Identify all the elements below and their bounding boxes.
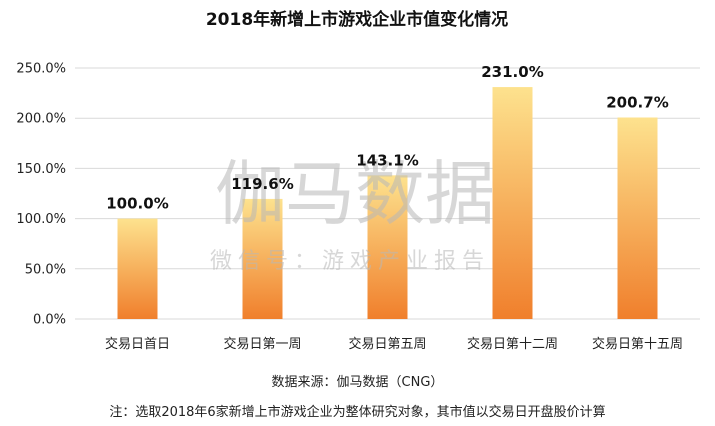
x-category-label: 交易日第五周 — [348, 336, 426, 352]
x-axis-categories: 交易日首日 交易日第一周 交易日第五周 交易日第十二周 交易日第十五周 — [105, 336, 683, 352]
bar — [367, 175, 408, 319]
y-tick-label: 150.0% — [16, 162, 66, 177]
watermark: 伽马数据 微信号：游戏产业报告 — [210, 153, 495, 274]
data-label: 100.0% — [106, 195, 168, 213]
watermark-wechat-id: 微信号：游戏产业报告 — [210, 249, 490, 274]
watermark-logo-text: 伽马数据 — [215, 153, 495, 235]
y-tick-label: 250.0% — [16, 62, 66, 77]
data-label: 143.1% — [356, 151, 418, 169]
x-category-label: 交易日第一周 — [223, 336, 301, 352]
footnote: 注：选取2018年6家新增上市游戏企业为整体研究对象，其市值以交易日开盘股价计算 — [109, 405, 606, 420]
chart-title: 2018年新增上市游戏企业市值变化情况 — [206, 9, 508, 30]
y-tick-label: 50.0% — [25, 262, 66, 277]
x-category-label: 交易日第十二周 — [467, 336, 558, 352]
bars — [117, 87, 658, 320]
y-tick-label: 0.0% — [33, 313, 66, 328]
data-labels: 100.0% 119.6% 143.1% 231.0% 200.7% — [106, 63, 668, 213]
bar — [117, 218, 158, 319]
data-label: 119.6% — [231, 175, 293, 193]
bar — [617, 117, 658, 320]
x-category-label: 交易日首日 — [105, 336, 170, 352]
y-axis-ticks: 0.0% 50.0% 100.0% 150.0% 200.0% 250.0% — [16, 62, 66, 328]
source-note: 数据来源：伽马数据（CNG） — [271, 375, 444, 390]
bar — [492, 87, 533, 320]
bar — [242, 198, 283, 319]
y-tick-label: 100.0% — [16, 212, 66, 227]
x-category-label: 交易日第十五周 — [592, 336, 683, 352]
bar-chart: 2018年新增上市游戏企业市值变化情况 0.0% 50.0% 100.0% 150.0… — [16, 9, 700, 352]
y-tick-label: 200.0% — [16, 112, 66, 127]
data-label: 231.0% — [481, 63, 543, 81]
data-label: 200.7% — [606, 93, 668, 111]
